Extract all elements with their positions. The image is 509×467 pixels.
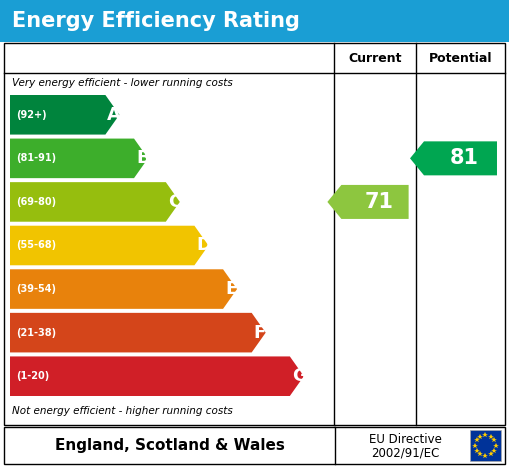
Polygon shape xyxy=(10,269,237,309)
Polygon shape xyxy=(10,313,266,353)
Polygon shape xyxy=(10,95,120,134)
Text: (21-38): (21-38) xyxy=(16,328,56,338)
Polygon shape xyxy=(327,185,409,219)
Text: (39-54): (39-54) xyxy=(16,284,56,294)
Text: 71: 71 xyxy=(364,192,393,212)
Text: C: C xyxy=(168,193,181,211)
Polygon shape xyxy=(10,356,304,396)
Text: E: E xyxy=(225,280,237,298)
Text: Not energy efficient - higher running costs: Not energy efficient - higher running co… xyxy=(12,406,233,417)
Text: England, Scotland & Wales: England, Scotland & Wales xyxy=(54,438,285,453)
Bar xyxy=(4,43,505,425)
Text: B: B xyxy=(136,149,150,167)
Polygon shape xyxy=(10,182,180,222)
Bar xyxy=(0,0,509,42)
Text: Potential: Potential xyxy=(429,51,492,64)
Text: 81: 81 xyxy=(450,149,479,169)
Text: EU Directive: EU Directive xyxy=(369,433,441,446)
Text: (81-91): (81-91) xyxy=(16,153,56,163)
Text: (92+): (92+) xyxy=(16,110,47,120)
Text: (55-68): (55-68) xyxy=(16,241,56,250)
Text: 2002/91/EC: 2002/91/EC xyxy=(371,446,439,459)
Text: D: D xyxy=(196,236,211,255)
Text: Very energy efficient - lower running costs: Very energy efficient - lower running co… xyxy=(12,78,233,88)
Text: F: F xyxy=(253,324,266,342)
Polygon shape xyxy=(10,226,209,265)
Text: Current: Current xyxy=(348,51,402,64)
Text: (69-80): (69-80) xyxy=(16,197,56,207)
Text: G: G xyxy=(292,367,307,385)
Bar xyxy=(4,427,505,464)
Text: A: A xyxy=(107,106,121,124)
Polygon shape xyxy=(410,142,497,175)
Text: Energy Efficiency Rating: Energy Efficiency Rating xyxy=(12,11,300,31)
Text: (1-20): (1-20) xyxy=(16,371,49,381)
Bar xyxy=(470,430,501,461)
Polygon shape xyxy=(10,139,148,178)
